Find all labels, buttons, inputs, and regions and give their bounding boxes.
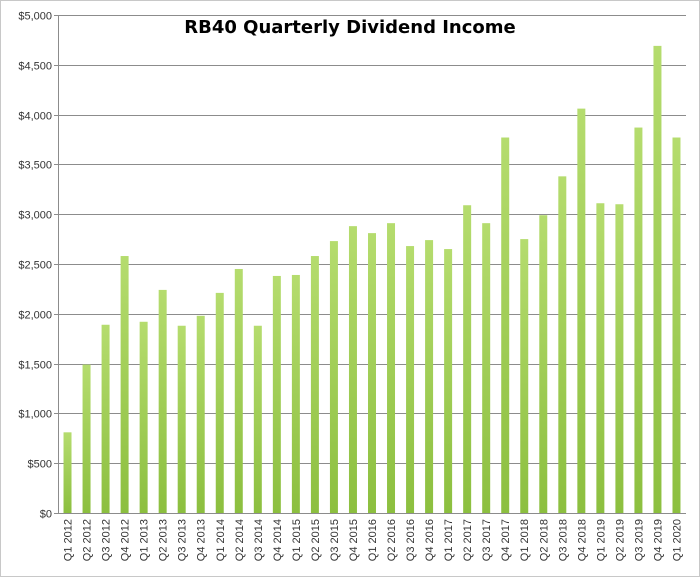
x-tick-label: Q4 2014 bbox=[272, 519, 284, 561]
x-tick-label: Q4 2019 bbox=[652, 519, 664, 561]
x-tick-label: Q1 2014 bbox=[215, 519, 227, 561]
x-tick-label: Q3 2012 bbox=[101, 519, 113, 561]
x-tick-label: Q2 2015 bbox=[310, 519, 322, 561]
bar bbox=[177, 325, 186, 513]
bar bbox=[672, 137, 681, 513]
y-tick-label: $5,000 bbox=[18, 11, 52, 23]
bars bbox=[63, 45, 681, 514]
bar bbox=[463, 205, 472, 514]
bar bbox=[139, 321, 148, 513]
bar bbox=[329, 241, 338, 513]
x-tick-label: Q3 2014 bbox=[253, 519, 265, 561]
bar bbox=[158, 289, 167, 513]
y-tick-label: $1,000 bbox=[18, 409, 52, 421]
y-tick-label: $2,000 bbox=[18, 310, 52, 322]
x-tick-label: Q1 2018 bbox=[519, 519, 531, 561]
x-tick-label: Q1 2016 bbox=[367, 519, 379, 561]
bar bbox=[596, 203, 605, 514]
x-tick-label: Q3 2017 bbox=[481, 519, 493, 561]
bar bbox=[387, 223, 396, 513]
bar bbox=[253, 325, 262, 513]
x-tick-label: Q2 2012 bbox=[82, 519, 94, 561]
x-tick-label: Q4 2016 bbox=[424, 519, 436, 561]
x-tick-label: Q1 2019 bbox=[595, 519, 607, 561]
x-tick-label: Q1 2015 bbox=[291, 519, 303, 561]
bar bbox=[558, 176, 567, 513]
x-tick-label: Q1 2020 bbox=[671, 519, 683, 561]
bar bbox=[120, 256, 129, 513]
x-tick-label: Q3 2015 bbox=[329, 519, 341, 561]
bar bbox=[501, 137, 510, 513]
bar bbox=[577, 108, 586, 514]
x-tick-label: Q1 2017 bbox=[443, 519, 455, 561]
x-tick-label: Q4 2018 bbox=[576, 519, 588, 561]
bar bbox=[82, 364, 91, 513]
bar bbox=[215, 292, 224, 513]
y-tick-label: $3,000 bbox=[18, 210, 52, 222]
y-tick-label: $4,000 bbox=[18, 111, 52, 123]
bar bbox=[196, 315, 205, 513]
x-axis-tick-labels: Q1 2012 Q2 2012 Q3 2012 Q4 2012 Q1 2013 Q2 20… bbox=[63, 519, 684, 561]
bar bbox=[234, 268, 243, 513]
y-tick-label: $500 bbox=[28, 459, 52, 471]
x-tick-label: Q2 2017 bbox=[462, 519, 474, 561]
bar bbox=[653, 45, 662, 513]
bar bbox=[272, 275, 281, 513]
x-tick-label: Q3 2013 bbox=[177, 519, 189, 561]
bar bbox=[348, 226, 357, 513]
bar bbox=[444, 249, 453, 513]
bar bbox=[63, 432, 72, 513]
bar bbox=[425, 240, 434, 513]
bar bbox=[406, 246, 415, 513]
bar bbox=[310, 256, 319, 513]
x-tick-label: Q1 2012 bbox=[63, 519, 75, 561]
x-tick-label: Q2 2014 bbox=[234, 519, 246, 561]
x-tick-label: Q2 2016 bbox=[386, 519, 398, 561]
chart-title: RB40 Quarterly Dividend Income bbox=[184, 17, 515, 38]
x-tick-label: Q4 2017 bbox=[500, 519, 512, 561]
y-tick-label: $3,500 bbox=[18, 160, 52, 172]
x-tick-label: Q3 2018 bbox=[557, 519, 569, 561]
x-tick-label: Q2 2013 bbox=[158, 519, 170, 561]
x-tick-label: Q4 2012 bbox=[120, 519, 132, 561]
bar bbox=[615, 204, 624, 514]
x-tick-label: Q4 2013 bbox=[196, 519, 208, 561]
bar bbox=[520, 239, 529, 513]
x-tick-label: Q3 2016 bbox=[405, 519, 417, 561]
bar bbox=[368, 233, 376, 513]
y-axis-tick-labels: $0 $500 $1,000 $1,500 $2,000 $2,500 $3,000 $3,5… bbox=[18, 11, 52, 521]
bar bbox=[482, 223, 491, 513]
x-tick-label: Q2 2019 bbox=[614, 519, 626, 561]
y-tick-label: $2,500 bbox=[18, 260, 52, 272]
bar bbox=[291, 274, 300, 513]
x-tick-label: Q2 2018 bbox=[538, 519, 550, 561]
y-tick-label: $4,500 bbox=[18, 61, 52, 73]
x-tick-label: Q4 2015 bbox=[348, 519, 360, 561]
bar bbox=[539, 215, 548, 513]
bar bbox=[101, 324, 110, 513]
y-tick-label: $1,500 bbox=[18, 360, 52, 372]
bar bbox=[634, 127, 643, 514]
y-tick-label: $0 bbox=[40, 509, 52, 521]
x-tick-label: Q3 2019 bbox=[633, 519, 645, 561]
x-tick-label: Q1 2013 bbox=[139, 519, 151, 561]
axes bbox=[54, 15, 686, 514]
